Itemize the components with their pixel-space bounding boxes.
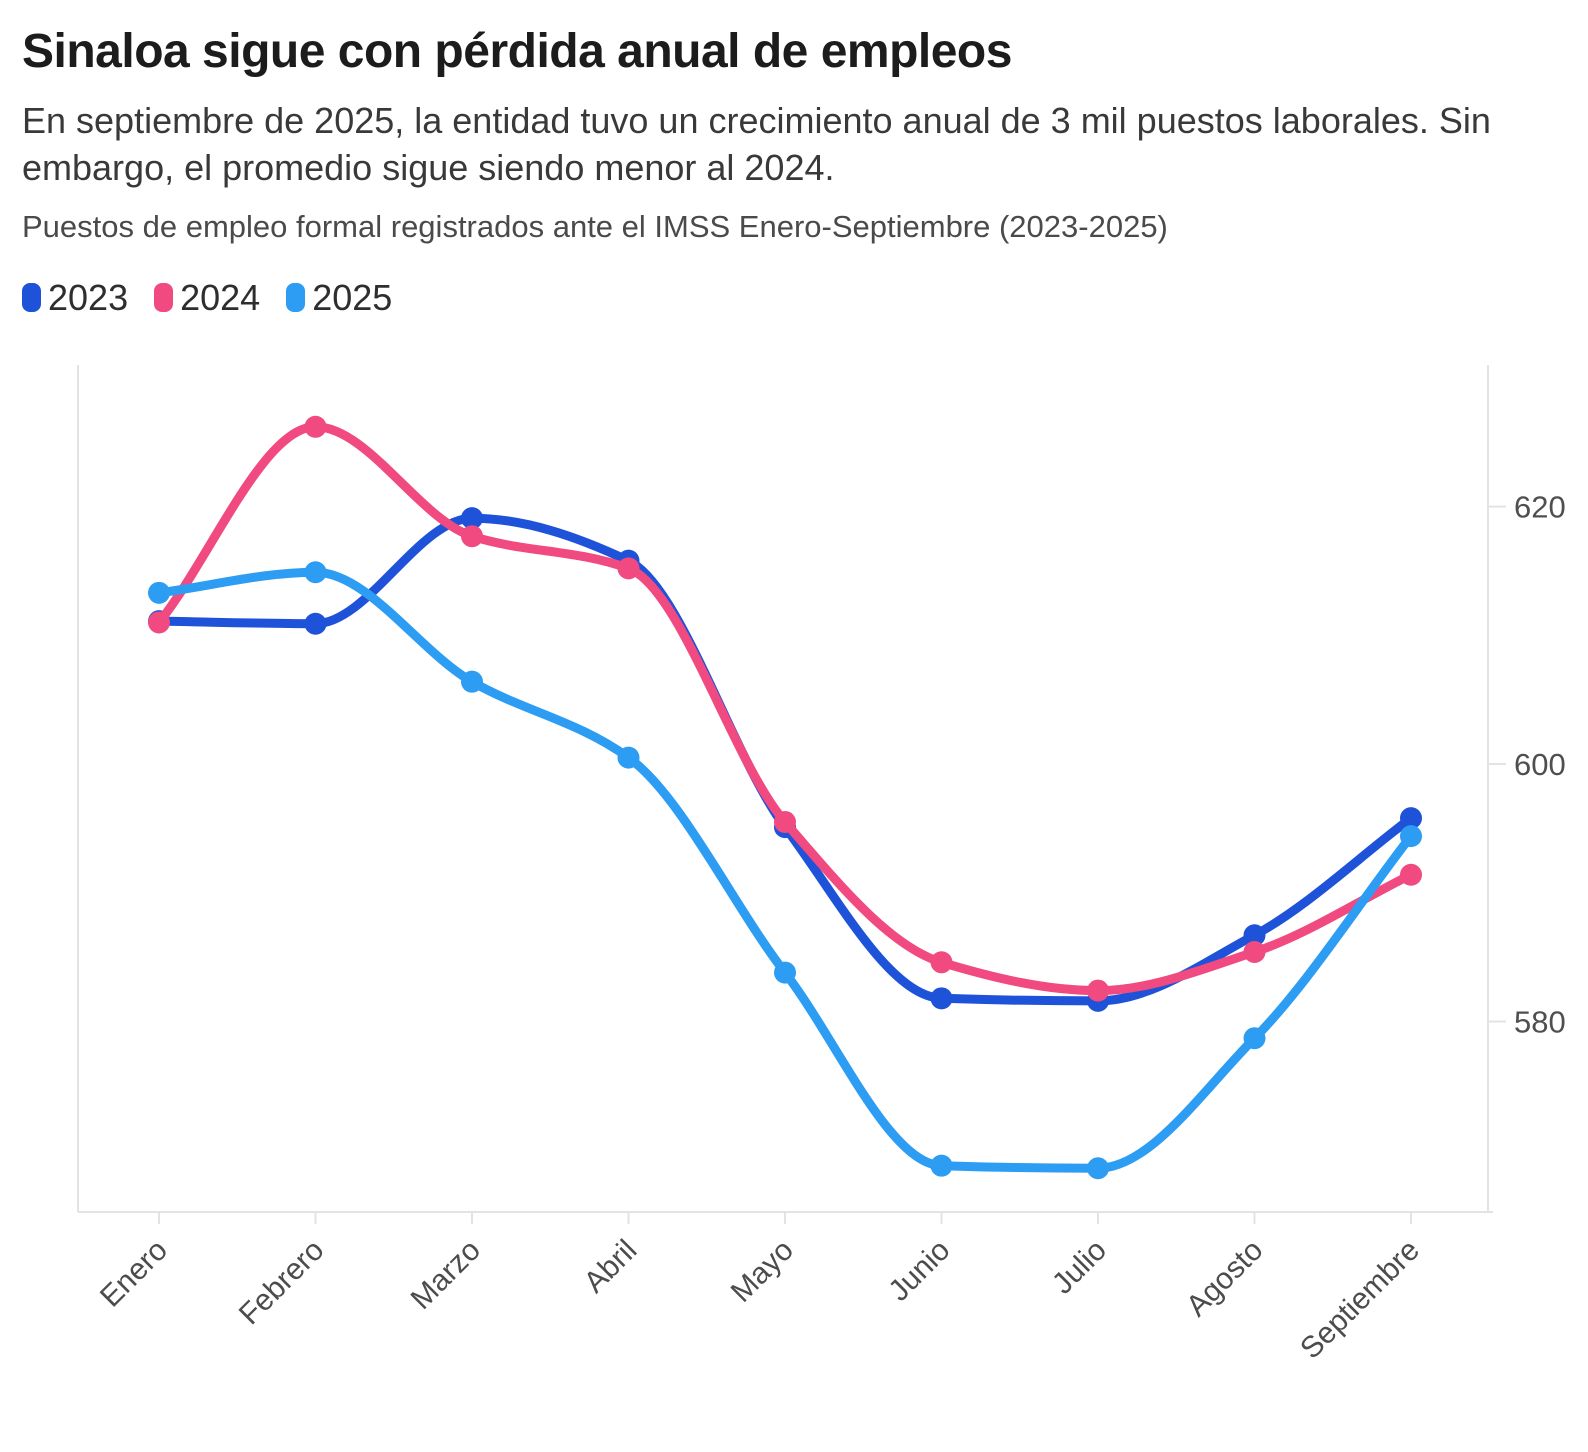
x-tick-label: Marzo: [405, 1234, 487, 1316]
chart-legend: 2023 2024 2025: [22, 277, 1564, 319]
x-tick-label: Septiembre: [1294, 1234, 1426, 1366]
legend-label: 2025: [312, 276, 393, 318]
x-tick-label: Julio: [1046, 1234, 1113, 1301]
data-point-2025[interactable]: [1400, 825, 1422, 848]
x-tick-label: Enero: [94, 1234, 174, 1314]
x-tick-label: Junio: [882, 1234, 956, 1308]
data-point-2025[interactable]: [304, 561, 327, 584]
y-tick-label: 600: [1514, 747, 1566, 782]
legend-label: 2023: [48, 276, 129, 318]
chart-header: Sinaloa sigue con pérdida anual de emple…: [0, 0, 1588, 319]
legend-swatch-icon: [22, 283, 41, 313]
data-point-2023[interactable]: [1400, 807, 1422, 830]
data-point-2025[interactable]: [1243, 1027, 1266, 1050]
y-tick-label: 580: [1514, 1004, 1566, 1039]
data-point-2025[interactable]: [1087, 1157, 1109, 1180]
series-line-2023: [154, 513, 1416, 1006]
data-point-2024[interactable]: [774, 810, 796, 833]
data-point-2023[interactable]: [930, 987, 953, 1010]
page-title: Sinaloa sigue con pérdida anual de emple…: [22, 25, 1012, 78]
legend-swatch-icon: [286, 283, 306, 313]
chart-subtitle: En septiembre de 2025, la entidad tuvo u…: [22, 99, 1491, 189]
data-point-2024[interactable]: [1400, 863, 1422, 886]
data-point-2024[interactable]: [930, 951, 953, 974]
data-point-2024[interactable]: [461, 525, 483, 548]
data-point-2024[interactable]: [1087, 979, 1109, 1002]
data-point-2024[interactable]: [1243, 940, 1266, 963]
data-point-2023[interactable]: [1243, 924, 1266, 947]
data-point-2025[interactable]: [617, 746, 640, 769]
legend-item-2023: 2023: [22, 277, 128, 319]
y-tick-label: 620: [1514, 490, 1566, 525]
series-line-2024: [154, 422, 1416, 996]
data-point-2025[interactable]: [930, 1154, 953, 1177]
data-point-2025[interactable]: [461, 670, 483, 693]
data-point-2023[interactable]: [461, 507, 483, 530]
legend-swatch-icon: [154, 283, 174, 313]
data-point-2024[interactable]: [304, 415, 327, 438]
data-point-2024[interactable]: [617, 557, 640, 580]
x-tick-label: Agosto: [1180, 1234, 1269, 1323]
legend-label: 2024: [180, 276, 261, 318]
data-point-2025[interactable]: [148, 581, 170, 604]
data-point-2025[interactable]: [774, 961, 796, 984]
chart-caption: Puestos de empleo formal registrados ant…: [22, 208, 1168, 244]
x-tick-label: Febrero: [233, 1234, 331, 1332]
legend-item-2025: 2025: [286, 277, 392, 319]
data-point-2023[interactable]: [304, 612, 327, 635]
x-tick-label: Abril: [578, 1234, 644, 1300]
series-line-2025: [154, 567, 1416, 1173]
legend-item-2024: 2024: [154, 277, 260, 319]
data-point-2024[interactable]: [148, 611, 170, 634]
x-tick-label: Mayo: [725, 1234, 800, 1309]
